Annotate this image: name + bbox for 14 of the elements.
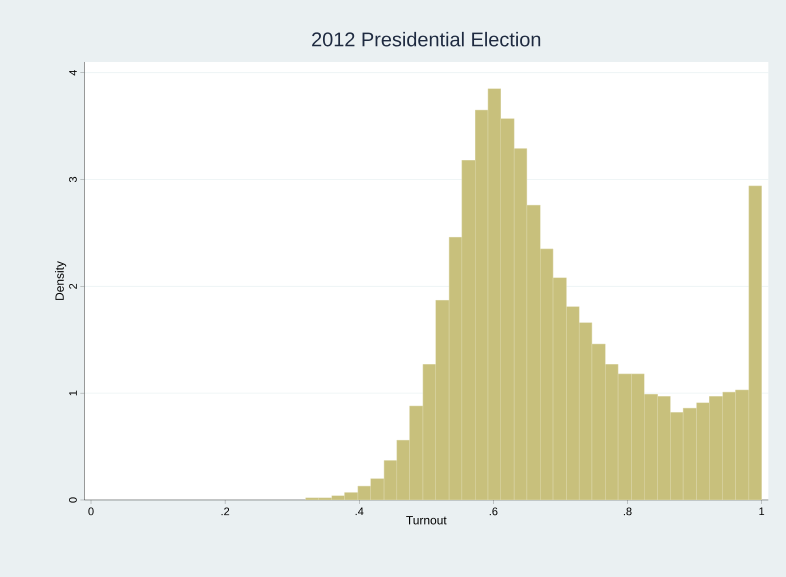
x-tick-label: .8 — [624, 508, 632, 516]
chart-title: 2012 Presidential Election — [312, 32, 540, 46]
y-tick-label: 4 — [69, 70, 77, 76]
x-tick-label: .2 — [222, 508, 230, 516]
y-tick-label: 3 — [69, 176, 77, 182]
y-tick-label: 1 — [69, 390, 77, 396]
y-axis-title: Density — [55, 261, 66, 300]
x-tick-label: .4 — [356, 508, 364, 516]
y-tick-label: 0 — [69, 497, 77, 503]
x-axis-title: Turnout — [406, 516, 447, 524]
x-tick-label: 1 — [759, 508, 764, 516]
y-tick-label: 2 — [69, 284, 77, 289]
x-tick-label: 0 — [88, 508, 94, 516]
x-tick-label: .6 — [490, 508, 498, 516]
